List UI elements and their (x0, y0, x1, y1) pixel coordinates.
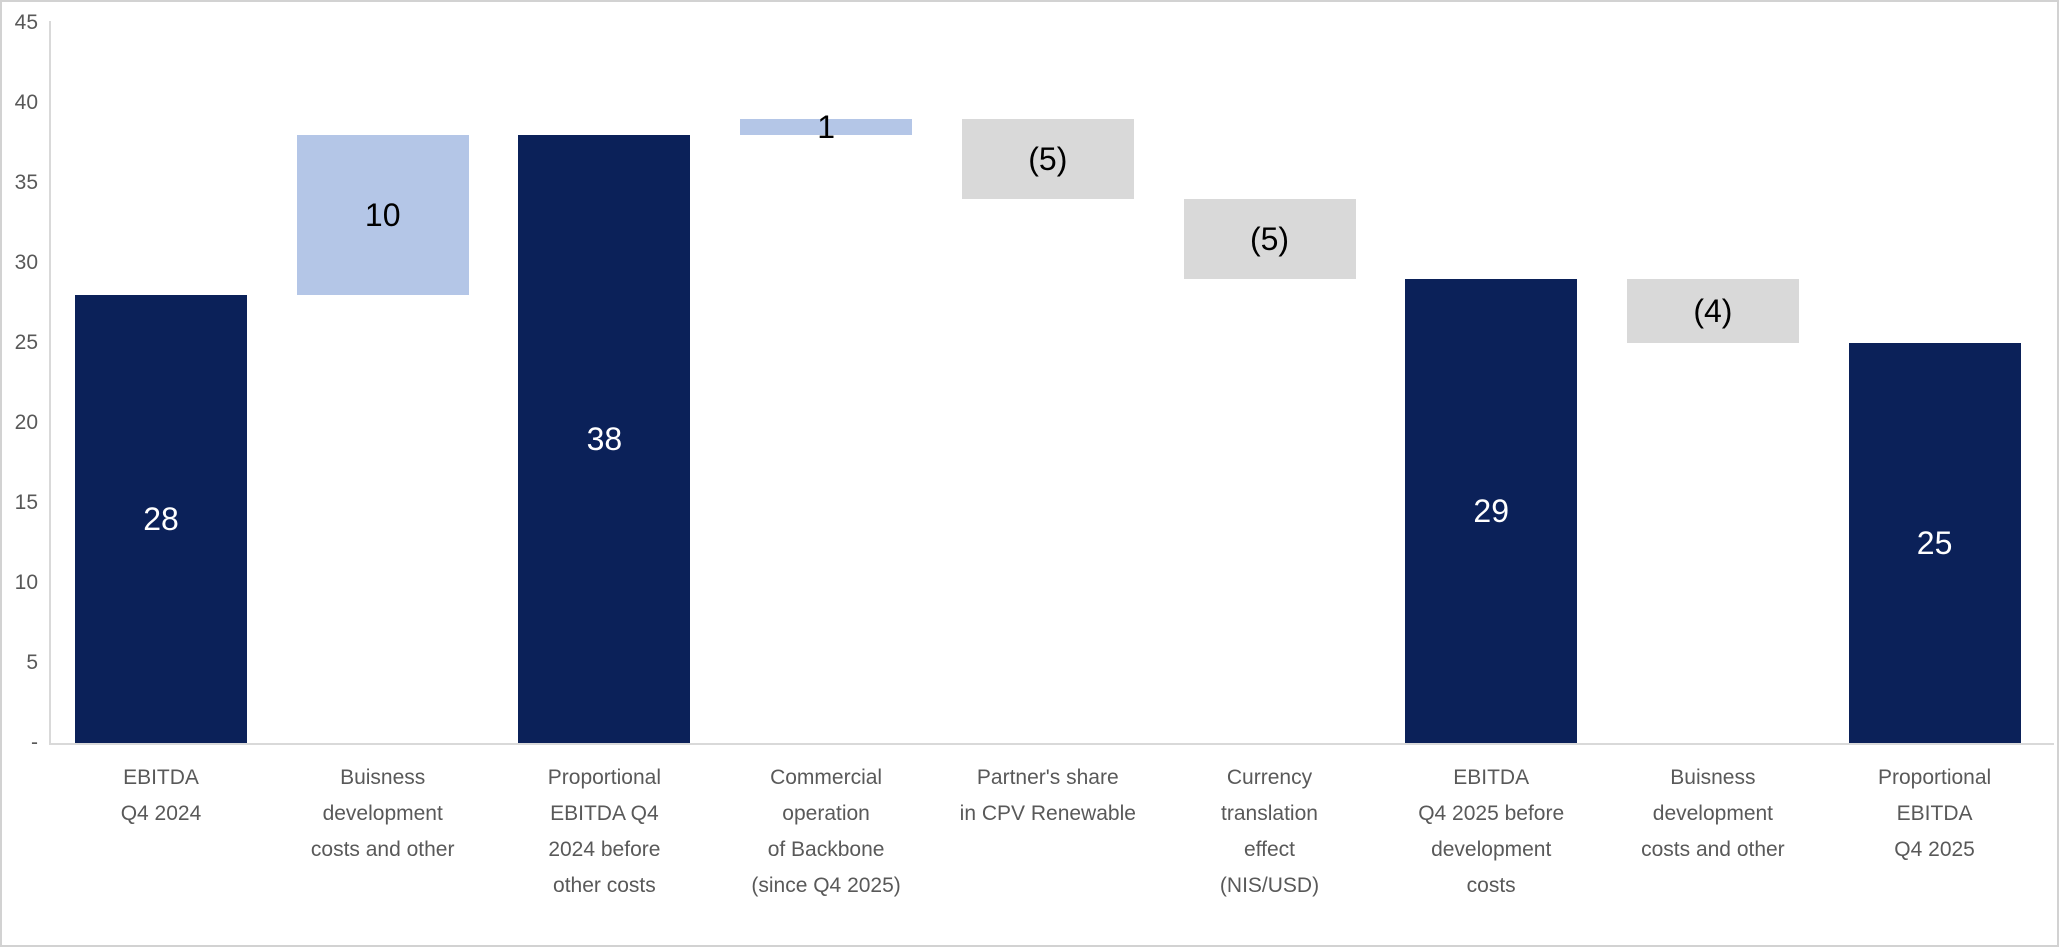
y-tick-label-40: 40 (14, 91, 38, 114)
y-tick-label-25: 25 (14, 331, 38, 354)
bar-value-label: 38 (586, 421, 623, 457)
bar-5-decrease: (5) (961, 119, 1134, 199)
category-label-4: Commercial operation of Backbone (since … (751, 766, 901, 897)
y-tick-label-20: 20 (14, 411, 38, 434)
bar-7-total: 29 (1405, 279, 1578, 743)
y-tick-label-0: - (31, 731, 38, 754)
y-tick-label-5: 5 (26, 651, 38, 674)
bar-value-label: 28 (143, 501, 179, 537)
y-tick-label-30: 30 (14, 251, 38, 274)
category-label-3: Proportional EBITDA Q4 2024 before other… (547, 766, 661, 897)
y-tick-label-45: 45 (14, 11, 38, 34)
bar-2-increase: 10 (296, 135, 469, 295)
bar-value-label: (5) (1249, 221, 1290, 257)
bar-value-label: 10 (364, 197, 401, 233)
category-label-9: Proportional EBITDA Q4 2025 (1877, 766, 1992, 861)
bar-3-total: 38 (518, 135, 691, 743)
bar-value-label: (4) (1693, 293, 1733, 329)
bar-value-label: (5) (1028, 141, 1068, 177)
y-axis-line (49, 21, 51, 745)
category-label-7: EBITDA Q4 2025 before development costs (1418, 766, 1565, 897)
category-label-2: Buisness development costs and other (310, 766, 455, 861)
bar-value-label: 25 (1916, 525, 1953, 561)
x-axis-line (49, 743, 2054, 745)
category-label-6: Currency translation effect (NIS/USD) (1219, 766, 1320, 897)
bar-1-total: 28 (75, 295, 247, 743)
bar-6-decrease: (5) (1183, 199, 1356, 279)
y-tick-label-10: 10 (14, 571, 38, 594)
y-tick-label-15: 15 (14, 491, 38, 514)
bar-4-increase: 1 (740, 111, 913, 143)
bar-value-label: 1 (817, 109, 835, 145)
category-label-8: Buisness development costs and other (1641, 766, 1785, 861)
bar-8-decrease: (4) (1626, 279, 1799, 343)
bar-9-total: 25 (1848, 343, 2021, 743)
category-label-5: Partner's share in CPV Renewable (959, 766, 1136, 825)
category-label-1: EBITDA Q4 2024 (120, 766, 202, 825)
bar-value-label: 29 (1473, 493, 1509, 529)
y-tick-label-35: 35 (14, 171, 38, 194)
